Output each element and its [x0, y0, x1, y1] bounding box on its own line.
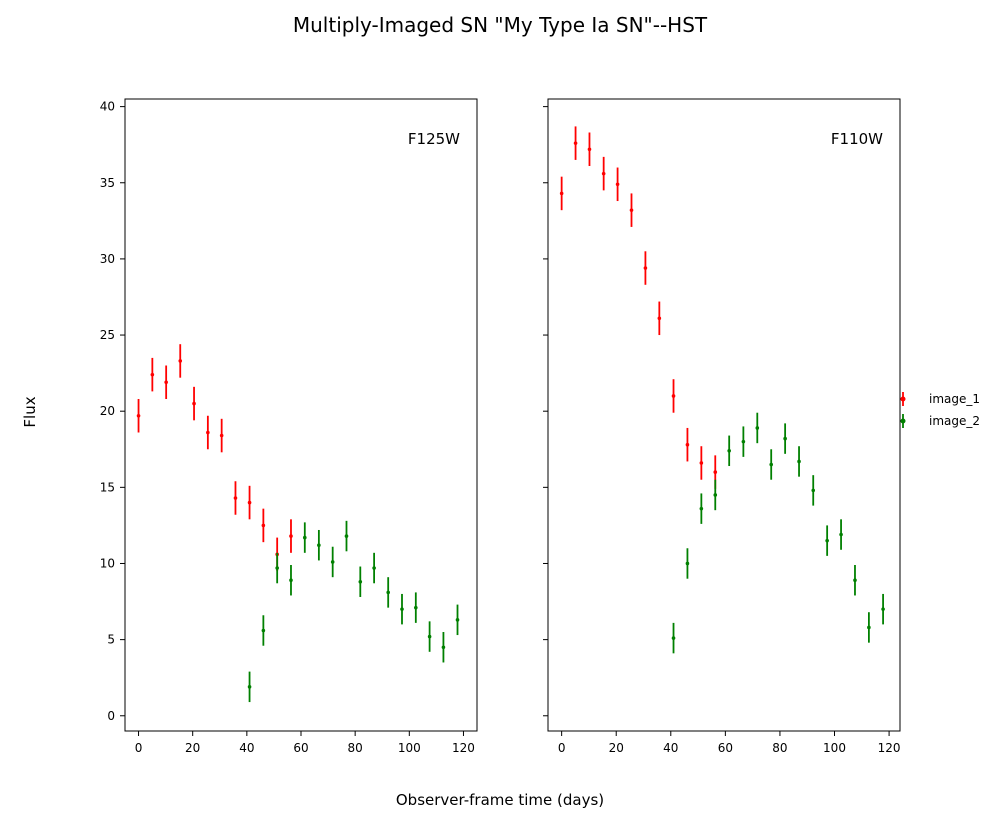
data-point: [601, 171, 606, 176]
panel-f110w: 0 20 40 60 80 100 120 F110W: [543, 98, 901, 755]
data-point: [685, 442, 690, 447]
y-tick-label: 40: [100, 100, 115, 114]
x-axis-label: Observer-frame time (days): [396, 791, 604, 809]
x-tick-label: 100: [823, 741, 846, 755]
data-point: [358, 579, 363, 584]
x-tick-label: 120: [452, 741, 475, 755]
y-tick-label: 10: [100, 556, 115, 570]
data-point: [289, 534, 293, 538]
x-tick-label: 20: [609, 741, 624, 755]
data-point: [275, 566, 279, 570]
y-tick-label: 25: [100, 328, 115, 342]
y-tick-label: 5: [107, 633, 115, 647]
series-image-2: [247, 520, 460, 703]
data-point: [164, 380, 168, 385]
data-point: [386, 590, 390, 595]
legend: image_1 image_2: [900, 392, 980, 428]
data-point: [559, 191, 564, 196]
data-point: [797, 459, 801, 464]
chart-title: Multiply-Imaged SN "My Type Ia SN"--HST: [293, 13, 708, 37]
y-tick-label: 0: [107, 709, 115, 723]
y-tick-label: 35: [100, 176, 115, 190]
data-point: [573, 141, 578, 145]
legend-marker-point: [900, 396, 906, 402]
data-point: [330, 560, 335, 564]
data-point: [853, 578, 857, 583]
x-tick-label: 80: [772, 741, 787, 755]
data-point: [825, 538, 829, 543]
x-tick-label: 100: [398, 741, 421, 755]
data-point: [839, 532, 843, 537]
filter-label: F110W: [831, 130, 883, 148]
data-point: [811, 488, 816, 493]
data-point: [427, 634, 432, 639]
data-point: [372, 566, 376, 570]
data-point: [400, 607, 404, 611]
series-image-2: [671, 412, 885, 654]
data-point: [713, 493, 718, 497]
data-point: [261, 523, 266, 528]
data-point: [150, 372, 155, 377]
x-tick-label: 120: [878, 741, 901, 755]
x-tick-label: 60: [718, 741, 733, 755]
data-point: [455, 618, 460, 622]
data-point: [685, 561, 690, 566]
x-tick-label: 40: [239, 741, 254, 755]
data-point: [233, 496, 238, 500]
data-point: [755, 426, 760, 430]
data-point: [671, 394, 676, 398]
x-tick-label: 80: [348, 741, 363, 755]
data-point: [414, 605, 418, 610]
series-image-1: [136, 344, 293, 572]
x-tick-label: 20: [185, 741, 200, 755]
data-point: [713, 470, 718, 474]
data-point: [783, 436, 787, 441]
filter-label: F125W: [408, 130, 460, 148]
data-point: [769, 462, 774, 467]
data-point: [219, 433, 224, 438]
data-point: [261, 628, 266, 633]
data-point: [727, 448, 731, 453]
data-point: [302, 535, 307, 540]
data-point: [344, 534, 349, 538]
data-point: [441, 645, 446, 650]
x-tick-label: 40: [663, 741, 678, 755]
legend-entry-label: image_1: [929, 392, 980, 406]
data-point: [643, 266, 648, 270]
y-tick-label: 20: [100, 404, 115, 418]
data-point: [178, 359, 183, 363]
x-tick-label: 0: [558, 741, 566, 755]
data-point: [587, 147, 592, 152]
data-point: [192, 401, 196, 406]
y-tick-label: 15: [100, 480, 115, 494]
data-point: [657, 316, 662, 321]
data-point: [289, 578, 293, 583]
legend-entry-label: image_2: [929, 414, 980, 428]
data-point: [247, 685, 252, 689]
data-point: [699, 461, 704, 465]
data-point: [671, 636, 676, 640]
data-point: [206, 430, 210, 435]
series-image-1: [559, 126, 718, 489]
y-tick-label: 30: [100, 252, 115, 266]
data-point: [317, 543, 321, 548]
y-axis-label: Flux: [21, 396, 39, 427]
data-point: [247, 500, 252, 505]
data-point: [699, 506, 704, 511]
x-tick-label: 0: [135, 741, 143, 755]
legend-marker-point: [900, 418, 906, 424]
axes-frame: [124, 98, 478, 732]
axes-frame: [547, 98, 901, 732]
data-point: [615, 182, 620, 187]
x-tick-label: 60: [293, 741, 308, 755]
panel-f125w: 0 20 40 60 80 100 120 0 5 10 15 20 25 30 35 40 F125W: [100, 98, 478, 755]
data-point: [881, 607, 885, 611]
data-point: [867, 625, 871, 630]
data-point: [136, 413, 141, 418]
data-point: [629, 208, 634, 212]
data-point: [741, 439, 746, 444]
